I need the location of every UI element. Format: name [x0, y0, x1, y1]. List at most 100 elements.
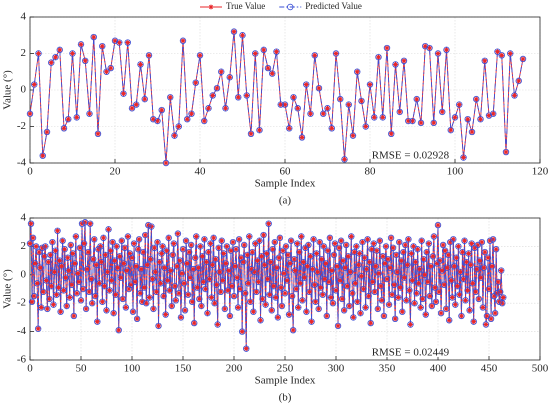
point-marker	[95, 131, 101, 137]
point-marker	[131, 278, 139, 286]
point-marker	[223, 105, 228, 111]
point-marker	[440, 281, 448, 288]
point-marker	[62, 274, 69, 281]
point-marker	[308, 253, 313, 259]
point-marker	[487, 238, 493, 244]
caption: (b)	[279, 392, 292, 404]
point-marker	[122, 245, 128, 251]
point-marker	[197, 52, 203, 58]
point-marker	[259, 295, 266, 303]
point-marker	[270, 246, 276, 252]
point-marker	[469, 129, 475, 135]
point-marker	[180, 38, 186, 44]
point-marker	[221, 251, 227, 256]
point-marker	[159, 243, 166, 250]
point-marker	[201, 117, 208, 125]
point-marker	[473, 95, 480, 103]
point-marker	[196, 295, 203, 303]
point-marker	[161, 293, 167, 299]
point-marker	[303, 82, 309, 87]
point-marker	[435, 222, 441, 228]
point-marker	[425, 240, 433, 247]
point-marker	[68, 242, 74, 248]
point-marker	[431, 284, 439, 291]
point-marker	[450, 236, 457, 243]
point-marker	[237, 254, 245, 261]
point-marker	[485, 255, 491, 261]
point-marker	[363, 124, 369, 129]
point-marker	[226, 268, 232, 273]
point-marker	[482, 321, 490, 328]
point-marker	[163, 247, 170, 254]
point-marker	[427, 45, 432, 51]
series-markers	[27, 29, 526, 166]
point-marker	[298, 134, 306, 141]
point-marker	[86, 110, 93, 117]
point-marker	[143, 300, 150, 307]
point-marker	[360, 285, 367, 293]
point-marker	[210, 93, 216, 98]
point-marker	[434, 221, 442, 229]
point-marker	[218, 69, 224, 75]
point-marker	[489, 236, 497, 243]
point-marker	[249, 248, 256, 256]
point-marker	[335, 244, 343, 252]
point-marker	[278, 285, 284, 290]
point-marker	[29, 234, 37, 242]
point-marker	[305, 241, 312, 249]
point-marker	[338, 238, 344, 244]
series-markers	[27, 219, 506, 352]
point-marker	[189, 299, 195, 305]
point-marker	[320, 243, 327, 250]
point-marker	[356, 250, 363, 257]
point-marker	[130, 309, 136, 315]
point-marker	[416, 280, 422, 286]
point-marker	[210, 234, 217, 242]
point-marker	[433, 299, 439, 305]
x-tick-label: 300	[328, 363, 345, 375]
point-marker	[399, 309, 405, 315]
point-marker	[32, 261, 38, 266]
point-marker	[366, 293, 372, 299]
point-marker	[445, 251, 452, 259]
point-marker	[97, 243, 104, 250]
point-marker	[114, 244, 120, 249]
point-marker	[345, 253, 352, 260]
point-marker	[107, 288, 112, 293]
point-marker	[402, 242, 408, 248]
point-marker	[383, 275, 391, 283]
point-marker	[163, 312, 169, 317]
point-marker	[478, 275, 484, 281]
point-marker	[128, 282, 134, 288]
point-marker	[271, 238, 278, 246]
point-marker	[236, 285, 244, 293]
point-marker	[358, 310, 363, 316]
point-marker	[234, 304, 242, 311]
point-marker	[87, 221, 93, 227]
point-marker	[497, 288, 504, 296]
point-marker	[114, 264, 121, 271]
x-tick-label: 0	[27, 363, 33, 375]
point-marker	[284, 278, 290, 283]
point-marker	[31, 260, 39, 267]
point-marker	[456, 102, 462, 107]
point-marker	[248, 131, 254, 137]
point-marker	[331, 252, 337, 258]
point-marker	[324, 105, 331, 112]
point-marker	[41, 253, 48, 260]
point-marker	[307, 289, 312, 295]
point-marker	[262, 301, 269, 308]
point-marker	[380, 312, 388, 320]
point-marker	[361, 254, 368, 261]
point-marker	[498, 268, 504, 273]
point-marker	[209, 261, 216, 269]
point-marker	[59, 263, 65, 269]
point-marker	[138, 266, 144, 272]
point-marker	[486, 237, 494, 244]
point-marker	[107, 64, 114, 72]
point-marker	[237, 286, 243, 292]
point-marker	[137, 290, 143, 296]
point-marker	[447, 126, 454, 134]
point-marker	[475, 295, 482, 303]
